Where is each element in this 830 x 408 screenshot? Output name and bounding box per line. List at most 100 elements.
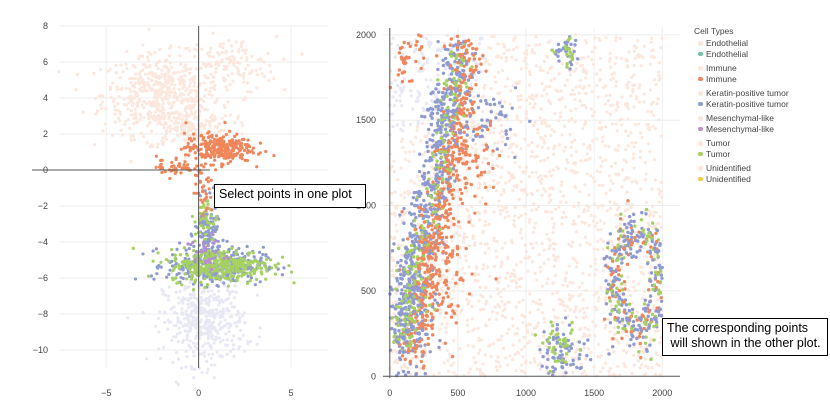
endothelial-point	[627, 50, 631, 54]
endothelial-point	[241, 40, 245, 44]
endothelial-point	[638, 131, 643, 135]
endothelial-point	[546, 41, 550, 45]
keratin-point	[178, 241, 182, 245]
endothelial-point	[625, 86, 630, 90]
endothelial-point	[509, 144, 513, 148]
endothelial-point	[390, 201, 394, 205]
keratin-point	[216, 239, 220, 243]
endothelial-point	[446, 369, 451, 374]
endothelial-point	[229, 44, 234, 48]
tumor-point	[211, 237, 215, 242]
endothelial-point	[496, 355, 500, 359]
endothelial-point	[160, 105, 164, 109]
endothelial-point	[512, 176, 516, 180]
endothelial-point	[591, 114, 595, 118]
endothelial-point	[538, 65, 542, 69]
endothelial-point	[157, 77, 161, 81]
endothelial-point	[495, 287, 500, 291]
endothelial-point	[547, 84, 552, 89]
endothelial-point	[186, 46, 190, 50]
endothelial-point	[394, 292, 399, 296]
left-y-tick-label: 4	[43, 93, 48, 103]
endothelial-point	[517, 216, 521, 220]
endothelial-point	[160, 72, 164, 76]
unidentified-point	[218, 354, 222, 358]
tumor-point	[200, 252, 204, 256]
endothelial-point	[542, 248, 546, 252]
endothelial-point	[515, 45, 519, 49]
endothelial-point	[591, 62, 596, 66]
unidentified-point	[170, 271, 174, 275]
endothelial-point	[208, 50, 212, 54]
endothelial-point	[74, 88, 78, 92]
endothelial-point	[540, 121, 544, 126]
mesenchymal-point	[206, 243, 210, 248]
endothelial-point	[609, 304, 613, 308]
immune-point	[190, 139, 194, 143]
endothelial-point	[213, 87, 217, 92]
endothelial-point	[632, 63, 636, 67]
unidentified-point	[207, 295, 211, 299]
immune-point	[228, 129, 232, 133]
endothelial-point	[651, 214, 656, 218]
endothelial-point	[240, 124, 244, 128]
endothelial-point	[184, 63, 188, 67]
unidentified-point	[389, 81, 394, 85]
endothelial-point	[533, 360, 537, 364]
endothelial-point	[532, 123, 536, 128]
endothelial-point	[508, 102, 512, 106]
endothelial-point	[520, 363, 524, 367]
unidentified-point	[180, 307, 184, 311]
endothelial-point	[510, 279, 514, 283]
endothelial-point	[452, 339, 456, 343]
tumor-point	[226, 270, 230, 274]
endothelial-point	[142, 135, 146, 139]
endothelial-point	[645, 255, 649, 259]
endothelial-point	[603, 298, 607, 302]
endothelial-point	[203, 132, 207, 136]
endothelial-point	[630, 75, 634, 80]
endothelial-point	[579, 56, 583, 60]
endothelial-point	[596, 228, 600, 232]
unidentified-point	[189, 365, 193, 369]
immune-point	[244, 145, 249, 150]
endothelial-point	[655, 102, 660, 106]
endothelial-point	[250, 69, 254, 73]
mesenchymal-point	[199, 250, 203, 254]
keratin-point	[399, 258, 403, 263]
endothelial-point	[584, 314, 588, 319]
immune-point	[208, 147, 213, 151]
endothelial-point	[510, 55, 514, 59]
unidentified-point	[232, 354, 236, 358]
unidentified-point	[174, 380, 178, 384]
tumor-point	[251, 268, 255, 272]
tumor-point	[185, 253, 190, 257]
endothelial-point	[537, 302, 541, 306]
tumor-point	[227, 276, 231, 281]
endothelial-point	[488, 131, 492, 135]
endothelial-point	[168, 61, 172, 65]
endothelial-point	[572, 219, 576, 223]
tumor-point	[229, 274, 234, 279]
endothelial-point	[400, 365, 404, 369]
left-y-tick-label: 8	[43, 21, 48, 31]
unidentified-point	[193, 367, 197, 371]
immune-point	[215, 150, 219, 155]
endothelial-point	[538, 367, 542, 371]
endothelial-point	[552, 222, 556, 226]
endothelial-point	[225, 88, 229, 92]
endothelial-point	[559, 200, 563, 204]
endothelial-point	[520, 213, 524, 218]
endothelial-point	[178, 54, 182, 58]
endothelial-point	[499, 56, 504, 60]
immune-point	[237, 142, 242, 146]
endothelial-point	[156, 122, 160, 126]
keratin-point	[167, 272, 171, 276]
endothelial-point	[584, 38, 588, 43]
spatial-scatter-plot[interactable]: 20001500100050000500100015002000	[356, 28, 680, 398]
endothelial-point	[140, 103, 144, 107]
endothelial-point	[146, 115, 151, 119]
endothelial-point	[515, 183, 519, 187]
endothelial-point	[485, 59, 489, 63]
